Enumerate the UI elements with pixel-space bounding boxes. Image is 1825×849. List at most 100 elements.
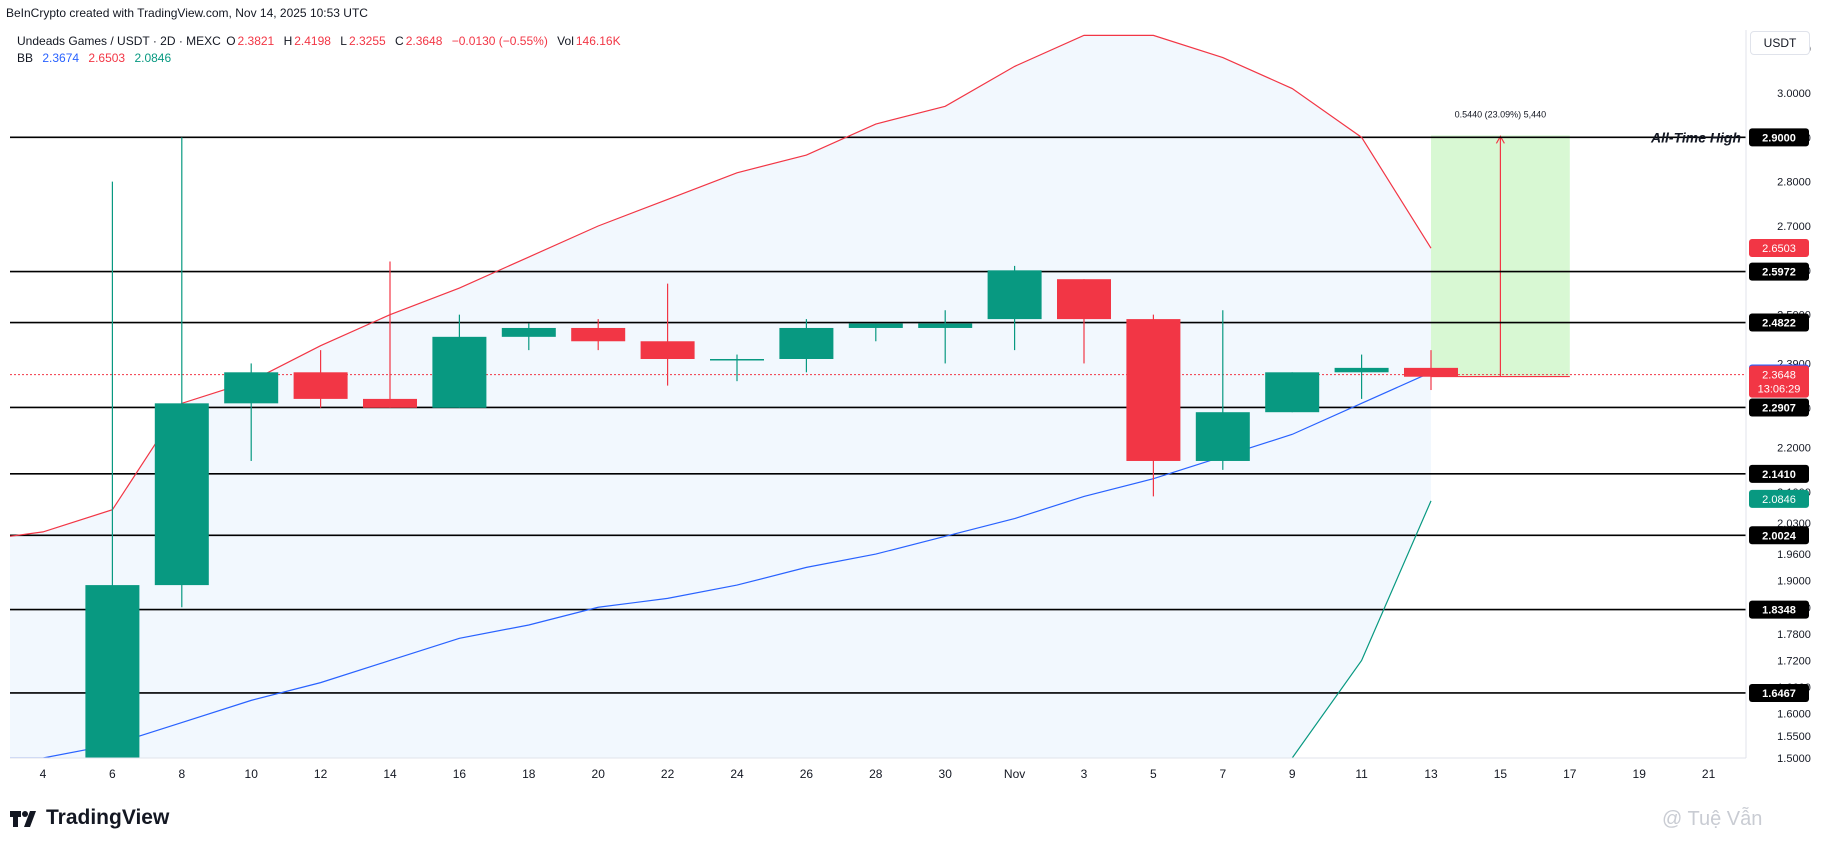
candle-body-up [501, 327, 556, 337]
candle-body-up [432, 336, 487, 408]
measure-label: 0.5440 (23.09%) 5,440 [1455, 109, 1547, 119]
measure-arrow-head [1495, 135, 1505, 144]
bb-legend: BB 2.3674 2.6503 2.0846 [17, 51, 177, 65]
x-tick-label: 18 [522, 767, 536, 781]
x-tick-label: 10 [245, 767, 259, 781]
change-value: −0.0130 (−0.55%) [451, 34, 548, 48]
bollinger-band-fill [10, 35, 1431, 758]
level-price-tag [1749, 262, 1809, 281]
x-tick-label: 22 [661, 767, 675, 781]
candle-body-up [710, 359, 764, 361]
bb-upper-value: 2.6503 [88, 51, 126, 65]
high-value: 2.4198 [294, 34, 331, 48]
x-tick-label: 13 [1424, 767, 1438, 781]
candle-body-down [1126, 319, 1181, 461]
bb-middle-value: 2.3674 [42, 51, 80, 65]
watermark-text: @ Tuệ Vẫn [1662, 808, 1763, 830]
bollinger-lower-line [1291, 500, 1432, 758]
open-label: O [226, 34, 236, 48]
tradingview-logo-icon [10, 811, 36, 827]
candle-body-down [363, 398, 417, 408]
bollinger-middle-line [10, 371, 1432, 758]
symbol-legend: Undeads Games / USDT · 2D · MEXC O 2.3821… [17, 34, 627, 48]
brand-name: TradingView [46, 806, 170, 829]
indicator-price-tag-label: 2.3648 [1762, 370, 1796, 382]
x-tick-label: 4 [40, 767, 47, 781]
x-tick-label: 30 [939, 767, 953, 781]
y-tick-label: 2.7000 [1777, 221, 1811, 233]
candle-body-up [1265, 372, 1320, 413]
bb-lower-value: 2.0846 [134, 51, 172, 65]
level-price-tag-label: 2.2907 [1762, 402, 1796, 414]
candle-body-up [987, 270, 1042, 320]
x-tick-label: 21 [1702, 767, 1716, 781]
level-price-tag-label: 2.9000 [1762, 132, 1796, 144]
candle-body-up [918, 323, 973, 328]
indicator-price-tag [1749, 239, 1809, 258]
level-price-tag [1749, 683, 1809, 702]
x-tick-label: 28 [869, 767, 883, 781]
low-label: L [340, 34, 347, 48]
y-tick-label: 1.7800 [1777, 629, 1811, 641]
x-tick-label: 17 [1563, 767, 1577, 781]
y-tick-label: 2.2000 [1777, 443, 1811, 455]
level-price-tag-label: 2.0024 [1762, 530, 1797, 542]
level-price-tag-label: 1.6467 [1762, 688, 1796, 700]
level-price-tag [1749, 313, 1809, 332]
y-tick-label: 3.0000 [1777, 88, 1811, 100]
x-tick-label: 9 [1289, 767, 1296, 781]
close-label: C [395, 34, 404, 48]
level-price-tag-label: 2.4822 [1762, 318, 1796, 330]
y-tick-label: 1.7200 [1777, 655, 1811, 667]
x-tick-label: Nov [1004, 767, 1025, 781]
x-tick-label: 5 [1150, 767, 1157, 781]
level-price-tag [1749, 398, 1809, 417]
x-tick-label: 12 [314, 767, 328, 781]
x-tick-label: 8 [178, 767, 185, 781]
open-value: 2.3821 [237, 34, 275, 48]
high-label: H [283, 34, 293, 48]
candle-body-down [1057, 279, 1111, 320]
bb-label: BB [17, 51, 34, 65]
currency-selector[interactable]: USDT [1750, 31, 1810, 55]
plot-area: 0.5440 (23.09%) 5,440 [10, 34, 1746, 758]
all-time-high-label: All-Time High [1650, 129, 1741, 145]
vol-label: Vol [557, 34, 574, 48]
y-tick-label: 1.5000 [1777, 753, 1811, 765]
candle-body-up [154, 403, 209, 586]
y-tick-label: 2.8000 [1777, 177, 1811, 189]
indicator-price-tag-label: 2.6503 [1762, 243, 1796, 255]
indicator-price-tag-label: 2.0846 [1762, 494, 1796, 506]
x-tick-label: 7 [1219, 767, 1226, 781]
level-price-tag-label: 1.8348 [1762, 605, 1796, 617]
x-tick-label: 3 [1081, 767, 1088, 781]
candle-body-down [640, 341, 695, 359]
x-tick-label: 16 [453, 767, 467, 781]
level-price-tag [1749, 600, 1809, 619]
candle-body-up [1195, 412, 1250, 461]
x-tick-label: 26 [800, 767, 814, 781]
symbol-name: Undeads Games / USDT · 2D · MEXC [17, 34, 221, 48]
candle-body-up [1334, 367, 1389, 373]
y-tick-label: 1.6000 [1777, 709, 1811, 721]
y-tick-label: 1.9000 [1777, 576, 1811, 588]
candle-body-down [571, 327, 626, 342]
indicator-price-tag [1749, 365, 1809, 398]
x-tick-label: 11 [1355, 767, 1368, 781]
x-tick-label: 24 [730, 767, 744, 781]
countdown-label: 13:06:29 [1758, 384, 1801, 396]
candle-body-down [293, 372, 348, 399]
x-tick-label: 20 [592, 767, 606, 781]
tradingview-logo: TradingView [10, 806, 169, 830]
candle-body-up [779, 327, 834, 359]
x-tick-label: 6 [109, 767, 116, 781]
candle-body-up [848, 323, 903, 328]
low-value: 2.3255 [348, 34, 386, 48]
y-tick-label: 1.9600 [1777, 549, 1811, 561]
level-price-tag [1749, 526, 1809, 545]
y-tick-label: 1.5500 [1777, 731, 1811, 743]
candle-body-up [85, 585, 140, 758]
x-tick-label: 15 [1494, 767, 1508, 781]
level-price-tag-label: 2.5972 [1762, 267, 1796, 279]
